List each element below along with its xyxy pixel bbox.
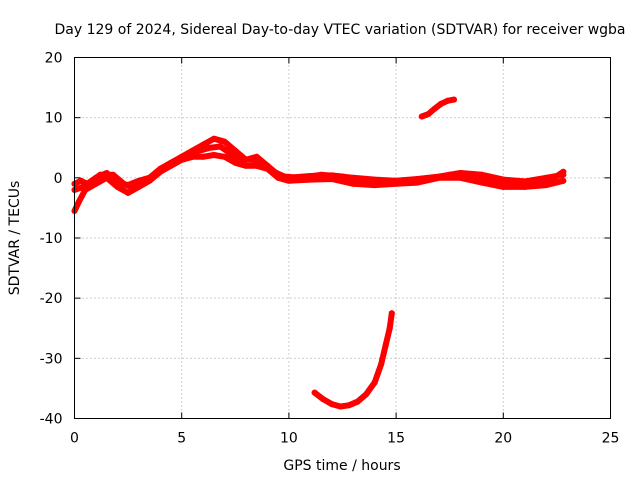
data-point <box>195 147 202 154</box>
data-point <box>221 138 228 145</box>
data-point <box>345 402 352 409</box>
data-point <box>438 100 445 107</box>
grid <box>74 57 611 419</box>
data-point <box>560 168 567 175</box>
data-point <box>378 361 385 368</box>
y-tick-label: -20 <box>40 291 63 307</box>
x-tick-label: 20 <box>494 431 512 447</box>
data-point <box>153 171 159 178</box>
data-point <box>232 159 239 166</box>
data-point <box>311 389 318 396</box>
data-point <box>431 105 438 112</box>
data-point <box>88 177 95 184</box>
data-point <box>328 401 335 408</box>
data-point <box>382 179 389 186</box>
x-tick-label: 10 <box>280 431 298 447</box>
data-point <box>163 164 170 170</box>
data-point <box>125 189 132 196</box>
series-lower-arc <box>311 310 395 410</box>
data-point <box>337 403 344 410</box>
data-point <box>360 178 367 185</box>
data-point <box>210 135 217 142</box>
data-point <box>418 113 425 120</box>
data-point <box>97 171 104 178</box>
chart-title: Day 129 of 2024, Sidereal Day-to-day VTE… <box>54 22 625 38</box>
y-tick-label: -30 <box>40 351 63 367</box>
data-point <box>444 97 451 104</box>
y-tick-label: 0 <box>54 171 63 187</box>
data-point <box>451 96 457 103</box>
data-point <box>75 198 82 205</box>
y-tick-label: -10 <box>40 231 63 247</box>
data-point <box>318 171 325 178</box>
data-point <box>249 156 256 163</box>
data-point <box>185 150 192 157</box>
data-point <box>110 171 117 178</box>
data-point <box>468 171 475 178</box>
data-point <box>403 177 410 184</box>
data-point <box>238 156 245 163</box>
x-tick-label: 15 <box>387 431 405 447</box>
x-tick-label: 5 <box>177 431 186 447</box>
data-point <box>221 153 228 160</box>
data-point <box>114 183 121 190</box>
data-point <box>354 398 361 405</box>
data-point <box>270 168 277 175</box>
data-point <box>511 180 517 187</box>
data-point <box>489 177 496 184</box>
data-point <box>174 156 181 163</box>
data-point <box>80 183 87 190</box>
data-point <box>363 391 370 398</box>
y-axis-label: SDTVAR / TECUs <box>7 181 23 296</box>
data-point <box>200 153 207 160</box>
data-point <box>217 143 224 150</box>
data-point <box>320 396 327 403</box>
data-point <box>382 343 389 350</box>
data-point <box>532 179 539 186</box>
data-point <box>243 162 249 169</box>
data-series <box>71 96 567 410</box>
data-point <box>446 171 453 178</box>
x-tick-label: 25 <box>602 431 620 447</box>
axis-ticks: 0 5 10 15 20 25 -40 -30 -20 -10 0 10 20 <box>40 51 620 447</box>
x-axis-label: GPS time / hours <box>283 458 400 474</box>
data-point <box>260 159 267 166</box>
data-point <box>77 177 84 184</box>
data-point <box>228 150 234 157</box>
data-point <box>549 176 556 182</box>
y-tick-label: 10 <box>45 111 63 127</box>
x-tick-label: 0 <box>70 431 79 447</box>
data-point <box>210 152 217 158</box>
data-point <box>425 176 432 183</box>
y-tick-label: -40 <box>40 412 63 428</box>
data-point <box>206 144 213 151</box>
data-point <box>120 180 127 187</box>
data-point <box>371 379 378 386</box>
data-point <box>425 111 432 118</box>
data-point <box>281 173 288 180</box>
data-point <box>386 325 393 332</box>
data-point <box>296 174 303 181</box>
data-point <box>142 179 149 186</box>
data-point <box>560 177 567 184</box>
data-point <box>339 173 346 180</box>
data-point <box>388 310 395 317</box>
data-point <box>131 185 138 192</box>
y-tick-label: 20 <box>45 51 63 67</box>
